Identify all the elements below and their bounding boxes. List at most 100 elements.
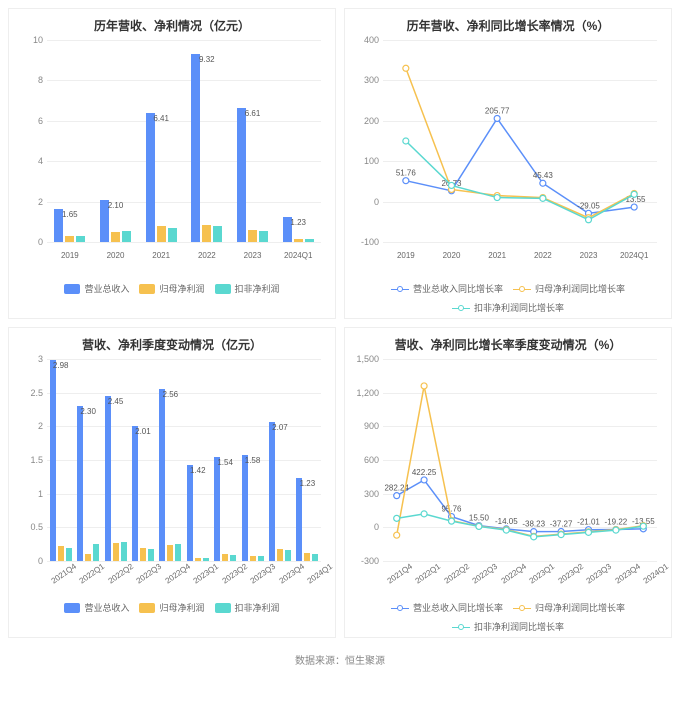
legend-item: 归母净利润同比增长率 (513, 601, 625, 614)
chart-legend: 营业总收入归母净利润扣非净利润 (15, 282, 329, 295)
legend-swatch-icon (391, 604, 409, 612)
legend-item: 归母净利润同比增长率 (513, 282, 625, 295)
line-marker (558, 532, 564, 538)
bar (167, 545, 173, 561)
bar (105, 396, 111, 561)
bar-value-label: 9.32 (199, 55, 215, 64)
bar-group: 2.98 (47, 359, 74, 561)
y-tick-label: 100 (351, 156, 379, 166)
bar (159, 389, 165, 561)
bar-group: 1.23 (275, 40, 321, 242)
x-tick-label: 2019 (47, 251, 93, 260)
y-tick-label: 300 (351, 75, 379, 85)
chart-title: 历年营收、净利情况（亿元） (15, 17, 329, 34)
x-tick-label: 2022Q3 (135, 562, 163, 586)
legend-swatch-icon (215, 603, 231, 613)
bar (191, 54, 200, 242)
y-tick-label: 0 (15, 556, 43, 566)
legend-label: 营业总收入 (84, 282, 129, 295)
x-tick-label: 2023Q4 (277, 562, 305, 586)
bar (121, 542, 127, 561)
bar-group: 2.56 (157, 359, 184, 561)
y-tick-label: 4 (15, 156, 43, 166)
line-marker (631, 191, 637, 197)
bar-group: 1.23 (294, 359, 321, 561)
x-tick-label: 2022Q1 (414, 562, 442, 586)
legend-swatch-icon (452, 304, 470, 312)
bar (175, 544, 181, 562)
legend-swatch-icon (391, 285, 409, 293)
x-tick-label: 2021Q4 (386, 562, 414, 586)
legend-label: 扣非净利润同比增长率 (474, 301, 564, 314)
bar-value-label: 2.07 (272, 423, 288, 432)
legend-label: 归母净利润同比增长率 (535, 282, 625, 295)
y-tick-label: 10 (15, 35, 43, 45)
x-tick-label: 2023Q4 (613, 562, 641, 586)
legend-swatch-icon (139, 603, 155, 613)
chart-title: 营收、净利季度变动情况（亿元） (15, 336, 329, 353)
line-series (406, 118, 634, 213)
line-marker (449, 182, 455, 188)
bar (58, 546, 64, 561)
bar (187, 465, 193, 561)
bar-value-label: 2.30 (80, 407, 96, 416)
chart-plot: 00.511.522.532021Q42022Q12022Q22022Q3202… (15, 359, 325, 579)
legend-swatch-icon (513, 604, 531, 612)
y-tick-label: 300 (351, 489, 379, 499)
bar-value-label: 2.10 (108, 201, 124, 210)
x-tick-label: 2024Q1 (611, 251, 657, 260)
point-value-label: 95.76 (441, 505, 462, 514)
legend-swatch-icon (64, 603, 80, 613)
legend-item: 营业总收入同比增长率 (391, 282, 503, 295)
y-tick-label: 1 (15, 489, 43, 499)
line-series (406, 141, 634, 220)
legend-label: 扣非净利润 (235, 601, 280, 614)
point-value-label: 51.76 (396, 169, 417, 178)
chart-plot: -30003006009001,2001,5002021Q42022Q12022… (351, 359, 661, 579)
legend-item: 营业总收入 (64, 282, 129, 295)
line-marker (586, 529, 592, 535)
bar-group: 1.65 (47, 40, 93, 242)
bar-group: 6.41 (138, 40, 184, 242)
y-tick-label: 0.5 (15, 522, 43, 532)
chart-annual-growth: 历年营收、净利同比增长率情况（%） -100010020030040020192… (344, 8, 672, 319)
point-value-label: -19.22 (605, 517, 628, 526)
line-marker (421, 477, 427, 483)
x-tick-label: 2022Q2 (107, 562, 135, 586)
bar-value-label: 2.01 (135, 427, 151, 436)
x-tick-label: 2023Q3 (585, 562, 613, 586)
bar (230, 555, 236, 561)
bar (157, 226, 166, 242)
line-marker (631, 204, 637, 210)
bar (237, 108, 246, 242)
line-marker (613, 527, 619, 533)
legend-item: 归母净利润 (139, 282, 204, 295)
legend-label: 归母净利润 (159, 601, 204, 614)
chart-annual-values: 历年营收、净利情况（亿元） 02468102019202020212022202… (8, 8, 336, 319)
x-tick-label: 2023 (230, 251, 276, 260)
bar (285, 550, 291, 561)
bar (66, 548, 72, 561)
x-tick-label: 2022Q2 (443, 562, 471, 586)
line-series (397, 386, 644, 536)
x-tick-label: 2023 (566, 251, 612, 260)
point-value-label: 422.25 (412, 468, 437, 477)
y-tick-label: 0 (15, 237, 43, 247)
bar-value-label: 2.98 (53, 361, 69, 370)
bar (222, 554, 228, 561)
bar (305, 239, 314, 242)
x-tick-label: 2023Q3 (249, 562, 277, 586)
bar (140, 548, 146, 561)
bar (146, 113, 155, 242)
line-marker (476, 523, 482, 529)
chart-quarterly-values: 营收、净利季度变动情况（亿元） 00.511.522.532021Q42022Q… (8, 327, 336, 638)
y-tick-label: -300 (351, 556, 379, 566)
bar (242, 455, 248, 561)
legend-swatch-icon (513, 285, 531, 293)
y-tick-label: -100 (351, 237, 379, 247)
y-tick-label: 1,200 (351, 388, 379, 398)
line-marker (394, 532, 400, 538)
line-marker (449, 518, 455, 524)
legend-label: 归母净利润 (159, 282, 204, 295)
bar (65, 236, 74, 242)
